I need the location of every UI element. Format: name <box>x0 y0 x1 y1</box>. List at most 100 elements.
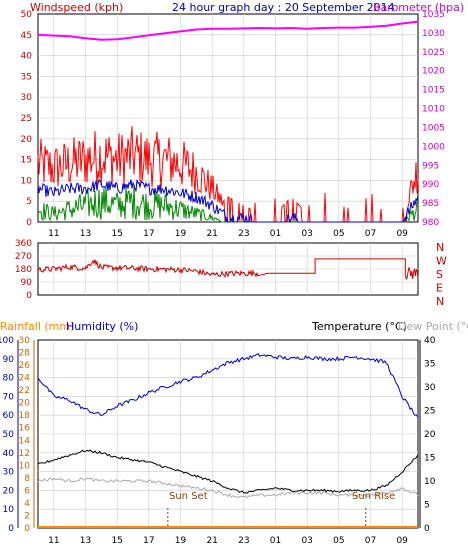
x-tick-label: 11 <box>48 536 59 546</box>
sunrise-label: Sun Rise <box>352 491 395 502</box>
temperature-header: Temperature (°C) <box>311 320 407 333</box>
barometer-line <box>37 20 419 41</box>
rainfall-tick-label: 8 <box>24 474 30 484</box>
left-tick-label: 360 <box>15 239 32 249</box>
temperature-tick-label: 35 <box>424 360 435 370</box>
rainfall-tick-label: 18 <box>19 411 31 421</box>
humidity-line <box>37 353 419 418</box>
rainfall-tick-label: 0 <box>24 524 30 534</box>
humidity-tick-label: 40 <box>3 449 15 459</box>
right-tick-label: 1030 <box>422 29 445 39</box>
humidity-temp-panel: 0102030405060708090100024681012141618202… <box>0 336 436 546</box>
rainfall-tick-label: 2 <box>24 511 30 521</box>
x-tick-label: 21 <box>206 229 217 239</box>
humidity-tick-label: 80 <box>3 374 15 384</box>
temperature-tick-label: 25 <box>424 407 435 417</box>
left-tick-label: 180 <box>15 265 32 275</box>
right-tick-label: 1020 <box>422 67 445 77</box>
x-tick-label: 03 <box>301 536 312 546</box>
x-tick-label: 17 <box>143 536 154 546</box>
rainfall-tick-label: 24 <box>19 374 31 384</box>
left-tick-label: 20 <box>21 135 33 145</box>
rainfall-tick-label: 26 <box>19 361 31 371</box>
humidity-tick-label: 10 <box>3 505 15 515</box>
x-tick-label: 01 <box>270 536 281 546</box>
left-tick-label: 90 <box>21 278 33 288</box>
temperature-tick-label: 10 <box>424 477 436 487</box>
right-tick-label: 990 <box>422 180 439 190</box>
humidity-tick-label: 60 <box>3 411 15 421</box>
temperature-tick-label: 40 <box>424 336 436 346</box>
humidity-tick-label: 50 <box>3 430 15 440</box>
direction-label: W <box>436 255 447 268</box>
temperature-line <box>37 449 419 494</box>
rainfall-tick-label: 4 <box>24 499 30 509</box>
x-tick-label: 05 <box>333 229 344 239</box>
temperature-tick-label: 5 <box>424 501 430 511</box>
left-tick-label: 45 <box>21 31 32 41</box>
dewpoint-header: Dew Point (°C) <box>398 320 468 333</box>
left-tick-label: 0 <box>26 291 32 301</box>
x-tick-label: 15 <box>111 536 122 546</box>
x-tick-label: 09 <box>396 229 408 239</box>
rainfall-tick-label: 28 <box>19 349 31 359</box>
x-tick-label: 23 <box>238 229 249 239</box>
x-tick-label: 05 <box>333 536 344 546</box>
temperature-tick-label: 0 <box>424 524 430 534</box>
direction-label: S <box>436 268 443 281</box>
wind-barometer-panel: 0510152025303540455098098599099510001005… <box>21 10 446 239</box>
windspeed-header: Windspeed (kph) <box>30 1 123 14</box>
humidity-tick-label: 70 <box>3 392 15 402</box>
humidity-tick-label: 100 <box>0 336 14 346</box>
graph-title: 24 hour graph day : 20 September 2014 <box>172 1 395 14</box>
rainfall-tick-label: 20 <box>19 399 31 409</box>
left-tick-label: 10 <box>21 176 33 186</box>
right-tick-label: 1015 <box>422 86 445 96</box>
x-tick-label: 23 <box>238 536 249 546</box>
left-tick-label: 50 <box>21 10 33 20</box>
rainfall-header: Rainfall (mm) <box>0 320 74 333</box>
humidity-tick-label: 30 <box>3 468 15 478</box>
x-tick-label: 21 <box>206 536 217 546</box>
temperature-tick-label: 30 <box>424 383 436 393</box>
humidity-tick-label: 90 <box>3 355 15 365</box>
x-tick-label: 17 <box>143 229 154 239</box>
left-tick-label: 0 <box>26 218 32 228</box>
x-tick-label: 09 <box>396 536 408 546</box>
rainfall-tick-label: 6 <box>24 486 30 496</box>
x-tick-label: 01 <box>270 229 281 239</box>
right-tick-label: 1010 <box>422 105 445 115</box>
left-tick-label: 270 <box>15 252 32 262</box>
right-tick-label: 1025 <box>422 48 445 58</box>
right-tick-label: 1005 <box>422 123 445 133</box>
direction-label: N <box>436 295 444 308</box>
left-tick-label: 40 <box>21 52 33 62</box>
humidity-tick-label: 0 <box>8 524 14 534</box>
dewpoint-line <box>37 477 419 499</box>
right-tick-label: 980 <box>422 218 439 228</box>
direction-label: N <box>436 241 444 254</box>
rainfall-tick-label: 30 <box>19 336 31 346</box>
barometer-header: Barometer (hpa) <box>373 1 464 14</box>
rainfall-tick-label: 10 <box>19 461 31 471</box>
left-tick-label: 25 <box>21 114 32 124</box>
wind-average-line <box>37 178 419 224</box>
humidity-header: Humidity (%) <box>66 320 138 333</box>
right-tick-label: 1000 <box>422 142 445 152</box>
humidity-tick-label: 20 <box>3 486 15 496</box>
rainfall-tick-label: 14 <box>19 436 31 446</box>
left-tick-label: 35 <box>21 72 32 82</box>
x-tick-label: 13 <box>80 229 91 239</box>
x-tick-label: 19 <box>175 229 187 239</box>
direction-label: E <box>436 282 443 295</box>
left-tick-label: 30 <box>21 93 33 103</box>
x-tick-label: 11 <box>48 229 59 239</box>
rainfall-tick-label: 22 <box>19 386 30 396</box>
x-tick-label: 07 <box>365 536 376 546</box>
right-tick-label: 985 <box>422 199 439 209</box>
x-tick-label: 19 <box>175 536 187 546</box>
wind-direction-line <box>37 258 419 281</box>
x-tick-label: 13 <box>80 536 91 546</box>
